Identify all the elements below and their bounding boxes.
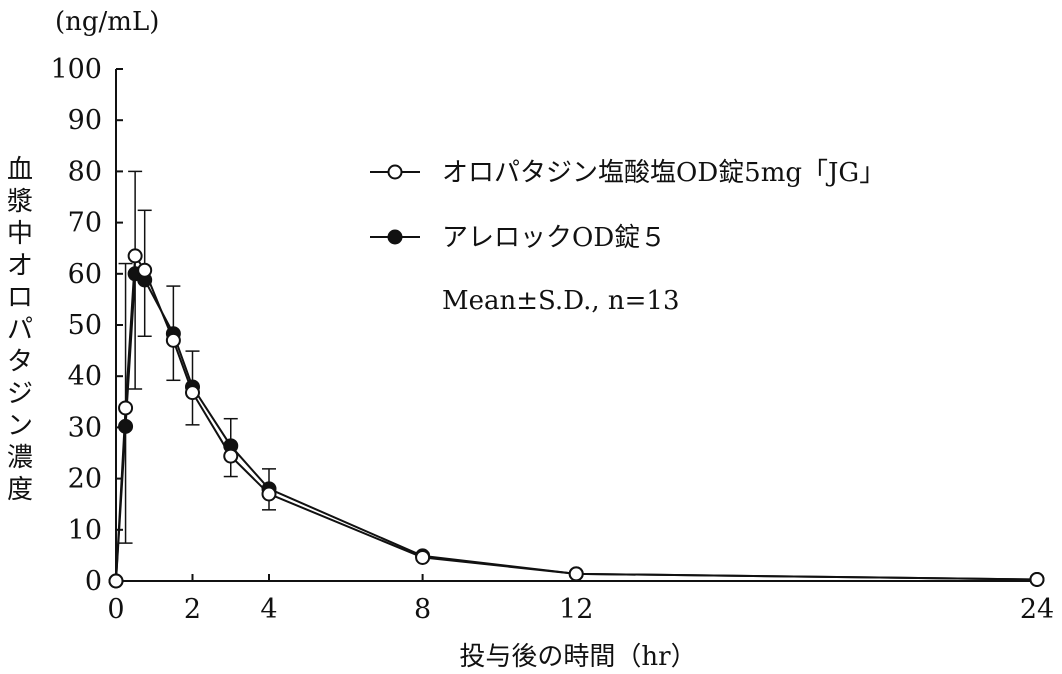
x-tick-label: 24 [1020,594,1054,625]
axes [115,69,1037,582]
legend-label: オロパタジン塩酸塩OD錠5mg「JG」 [442,158,885,188]
y-tick-label: 100 [50,54,102,85]
y-tick-label: 0 [85,566,102,597]
data-point-open [127,248,143,264]
x-tick-label: 8 [414,594,431,625]
y-tick-label: 80 [68,156,102,187]
y-axis-label-char: 中 [7,219,33,249]
x-tick-label: 2 [184,594,201,625]
y-tick-label: 50 [68,310,102,341]
y-axis-label-char: タ [7,347,33,377]
y-tick-label: 40 [68,361,102,392]
series [108,248,1045,589]
y-axis-label-char: ン [7,411,33,441]
y-tick-label: 70 [68,208,102,239]
y-tick-label: 30 [68,412,102,443]
y-tick-label: 10 [68,515,102,546]
error-bars [118,170,430,561]
legend-marker-open [387,164,403,180]
data-point-open [568,566,584,582]
stats-annotation: Mean±S.D., n=13 [442,286,680,316]
y-axis-label-char: 血 [7,155,33,185]
y-unit-label: (ng/mL) [55,7,159,37]
y-axis-label-char: オ [7,251,33,281]
data-point-open [185,385,200,401]
x-tick-label: 4 [260,594,277,625]
legend: オロパタジン塩酸塩OD錠5mg「JG」アレロックOD錠５ [370,158,885,253]
data-point-open [108,573,124,589]
data-point-open [165,332,181,348]
y-tick-label: 20 [68,464,102,495]
y-axis-label-char: 漿 [7,187,33,217]
y-axis-label-char: パ [7,315,33,345]
x-tick-label: 12 [559,594,593,625]
data-point-open [137,262,153,278]
data-point-open [118,400,134,416]
data-point-filled [118,418,134,434]
y-axis-label-char: ロ [7,283,33,313]
x-axis-label: 投与後の時間（hr） [459,642,696,672]
y-tick-label: 90 [68,105,102,136]
data-point-open [1029,571,1045,587]
y-axis-label-char: 濃 [7,443,33,473]
x-tick-label: 0 [107,594,124,625]
data-point-open [261,486,277,502]
y-tick-label: 60 [68,259,102,290]
y-axis-label-char: ジ [7,379,33,409]
data-point-open [223,448,239,464]
y-axis-label-char: 度 [7,475,33,505]
legend-marker-filled [387,229,403,245]
legend-label: アレロックOD錠５ [442,223,666,253]
series-line [115,272,1038,582]
data-point-open [415,549,431,565]
